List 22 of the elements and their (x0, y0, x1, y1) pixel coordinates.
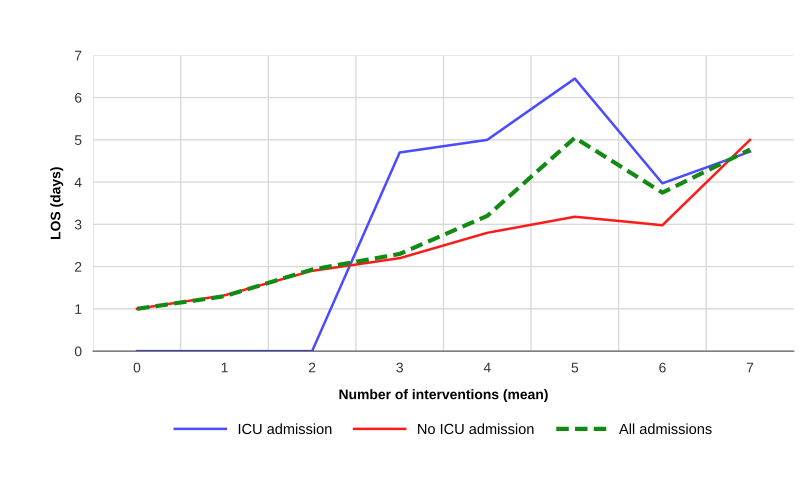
y-tick-label: 0 (74, 346, 82, 356)
y-tick-label: 4 (74, 178, 82, 188)
y-axis-title: LOS (days) (50, 167, 64, 239)
legend-label: ICU admission (238, 423, 332, 434)
y-tick-label: 1 (75, 304, 82, 314)
x-tick-label: 4 (484, 362, 491, 372)
x-tick-label: 1 (222, 362, 228, 372)
y-tick-label: 6 (75, 92, 82, 103)
x-tick-label: 2 (308, 362, 316, 372)
y-tick-label: 5 (74, 135, 82, 146)
x-axis-title: Number of interventions (mean) (339, 389, 548, 402)
legend-label: All admissions (619, 423, 712, 434)
legend-label: No ICU admission (418, 423, 534, 434)
x-tick-label: 7 (746, 362, 754, 372)
y-tick-label: 7 (75, 50, 82, 60)
y-tick-label: 3 (74, 220, 82, 230)
x-tick-label: 3 (396, 362, 403, 372)
x-tick-label: 6 (659, 362, 666, 372)
x-tick-label: 5 (572, 362, 578, 372)
line-series (136, 77, 752, 352)
x-tick-label: 0 (134, 362, 140, 372)
y-tick-label: 2 (75, 262, 82, 272)
